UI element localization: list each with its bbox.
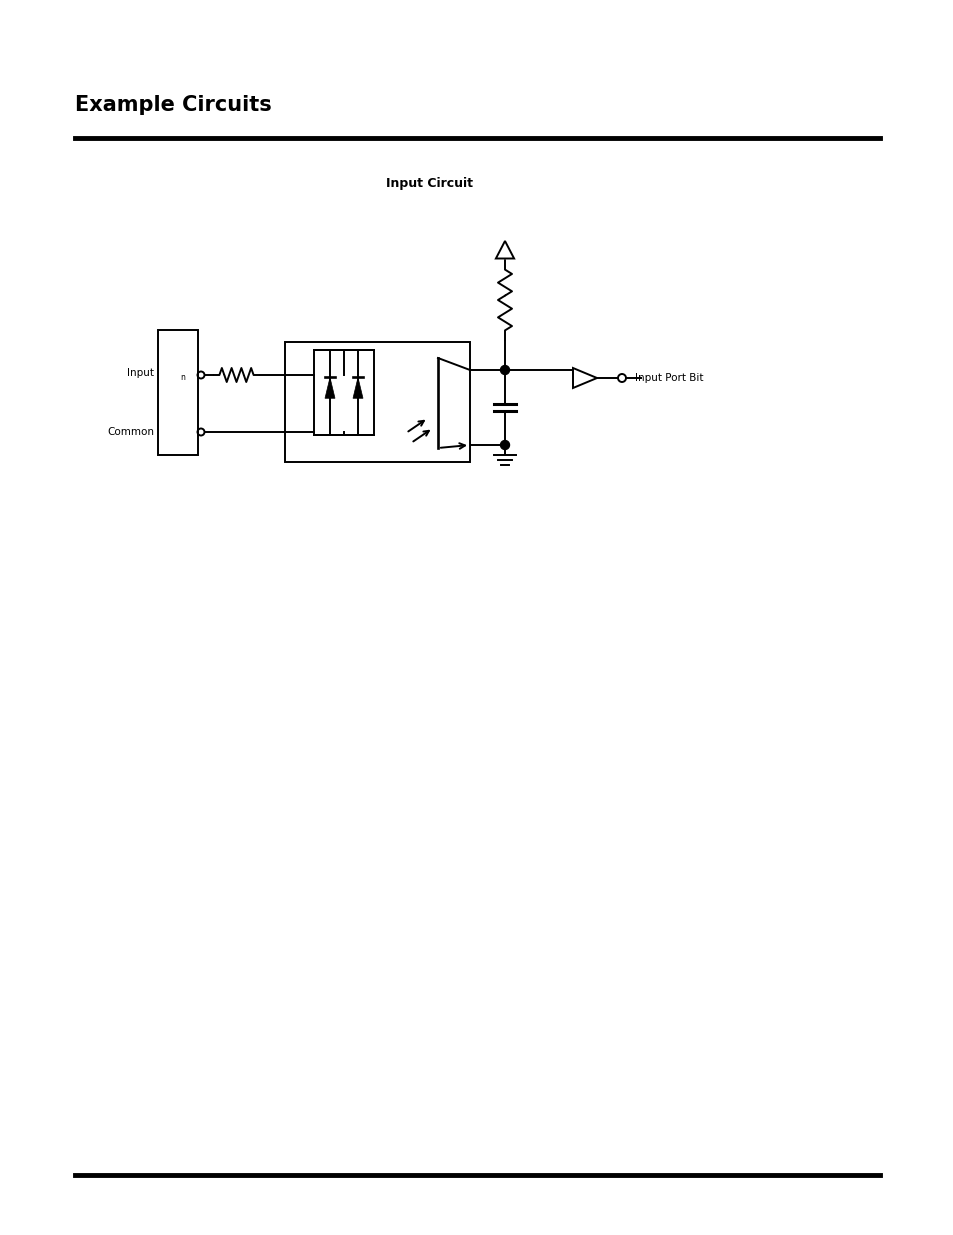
Bar [158, 330, 198, 454]
Text: Input Circuit: Input Circuit [386, 177, 473, 190]
Polygon shape [325, 378, 335, 398]
Text: Common: Common [107, 427, 153, 437]
Circle shape [500, 366, 509, 374]
Bar [314, 350, 374, 435]
Text: Input: Input [127, 368, 153, 378]
Bar [285, 342, 470, 462]
Polygon shape [353, 378, 363, 398]
Text: Example Circuits: Example Circuits [75, 95, 272, 115]
Circle shape [500, 441, 509, 450]
Text: Input Port Bit: Input Port Bit [635, 373, 702, 383]
Text: n: n [180, 373, 185, 382]
